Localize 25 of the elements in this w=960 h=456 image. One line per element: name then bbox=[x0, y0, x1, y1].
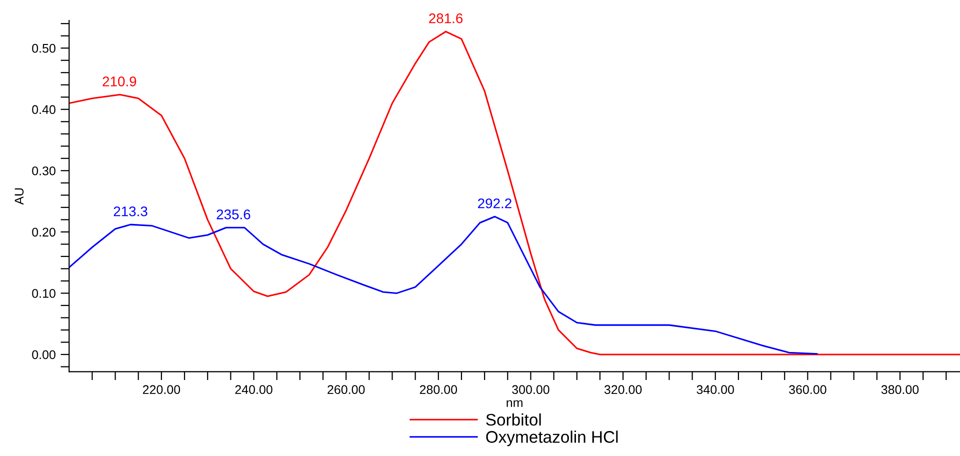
y-tick-label: 0.20 bbox=[32, 228, 56, 237]
y-tick-label: 0.40 bbox=[32, 105, 56, 114]
x-tick-label: 360.00 bbox=[789, 385, 826, 394]
y-tick-label: 0.10 bbox=[32, 289, 56, 298]
x-tick-label: 380.00 bbox=[881, 385, 919, 394]
y-tick-label: 0.50 bbox=[32, 44, 56, 53]
legend-label: Oxymetazolin HCl bbox=[486, 430, 618, 446]
x-tick-label: 300.00 bbox=[512, 385, 550, 394]
legend-label: Sorbitol bbox=[486, 413, 541, 426]
x-tick-label: 280.00 bbox=[420, 385, 458, 394]
y-tick-label: 0.00 bbox=[32, 350, 56, 360]
annotation: 235.6 bbox=[216, 210, 250, 220]
x-tick-label: 240.00 bbox=[235, 385, 272, 394]
x-tick-label: 340.00 bbox=[696, 385, 734, 394]
y-axis-title: AU bbox=[14, 188, 24, 205]
x-axis-title: nm bbox=[506, 400, 522, 407]
x-tick-label: 260.00 bbox=[328, 385, 365, 394]
annotation: 281.6 bbox=[429, 13, 463, 24]
y-tick-label: 0.30 bbox=[32, 166, 56, 176]
annotation: 292.2 bbox=[478, 198, 512, 208]
annotation: 210.9 bbox=[102, 76, 136, 86]
x-tick-label: 220.00 bbox=[142, 385, 180, 394]
annotation: 213.3 bbox=[114, 206, 148, 216]
x-tick-label: 320.00 bbox=[604, 385, 642, 394]
line-series bbox=[69, 30, 960, 356]
